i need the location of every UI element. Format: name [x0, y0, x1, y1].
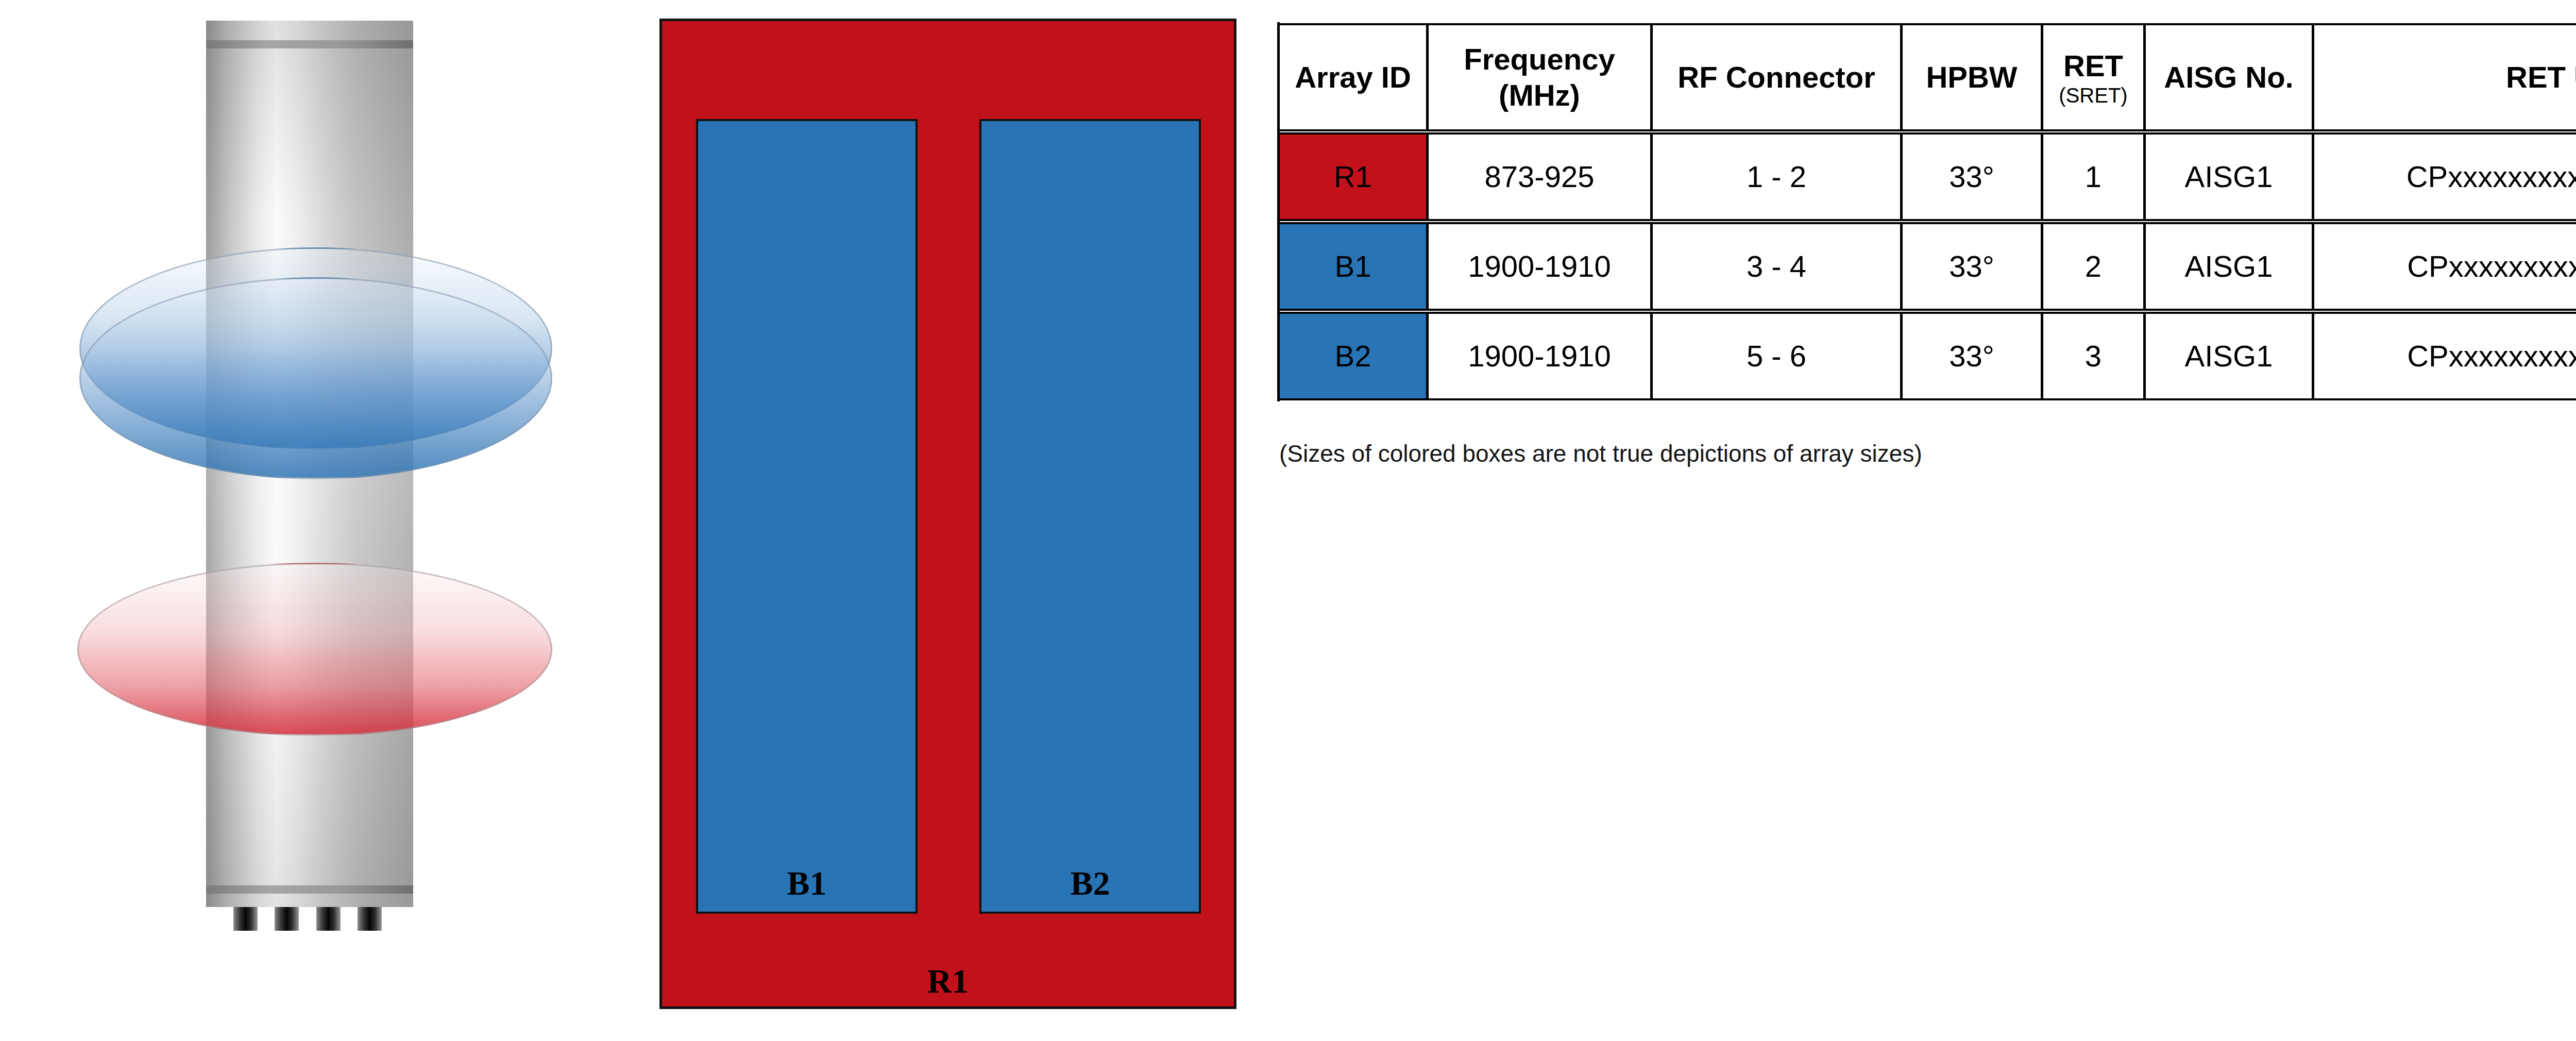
cylinder-bottom-band	[206, 885, 413, 894]
cell-frequency-r1: 873-925	[1429, 132, 1653, 221]
header-hpbw: HPBW	[1903, 23, 2043, 131]
header-frequency-unit: (MHz)	[1429, 77, 1650, 113]
array-b1-box: B1	[696, 119, 918, 914]
cell-hpbw-b1: 33°	[1903, 222, 2043, 311]
header-ret-uid: RET UID	[2314, 23, 2576, 131]
cylinder-top-band	[206, 40, 413, 48]
table-header-row: Array ID Frequency (MHz) RF Connector HP…	[1280, 23, 2576, 131]
header-ret: RET (SRET)	[2043, 23, 2146, 131]
cell-array-id-b2: B2	[1280, 312, 1429, 400]
cell-frequency-b1: 1900-1910	[1429, 222, 1653, 311]
cell-aisg-b2: AISG1	[2146, 312, 2314, 400]
table-row-b2: B2 1900-1910 5 - 6 33° 3 AISG1 CPxxxxxxx…	[1280, 312, 2576, 400]
cell-frequency-b2: 1900-1910	[1429, 312, 1653, 400]
header-rf-connector-label: RF Connector	[1677, 60, 1875, 94]
header-array-id: Array ID	[1280, 23, 1429, 131]
header-aisg-no-label: AISG No.	[2164, 60, 2293, 94]
cell-ret-b2: 3	[2043, 312, 2146, 400]
cell-ret-r1: 1	[2043, 132, 2146, 221]
antenna-connector-pin-3	[316, 907, 341, 931]
cell-rf-connector-r1: 1 - 2	[1653, 132, 1903, 221]
ports-spec-table: Array ID Frequency (MHz) RF Connector HP…	[1277, 22, 2576, 401]
cell-ret-uid-r1: CPxxxxxxxxxxxxxxxxR1	[2314, 132, 2576, 221]
b2-label: B2	[1070, 866, 1110, 912]
cell-array-id-b1: B1	[1280, 222, 1429, 311]
cell-ret-uid-b1: CPxxxxxxxxxxxxxxxxB1	[2314, 222, 2576, 311]
header-frequency-label: Frequency	[1464, 42, 1615, 76]
antenna-spec-page: B1 B2 R1 Array ID Frequency (MHz) RF Con…	[0, 0, 2576, 1041]
table-row-r1: R1 873-925 1 - 2 33° 1 AISG1 CPxxxxxxxxx…	[1280, 132, 2576, 221]
cell-hpbw-b2: 33°	[1903, 312, 2043, 400]
header-frequency: Frequency (MHz)	[1429, 23, 1653, 131]
cell-hpbw-r1: 33°	[1903, 132, 2043, 221]
cell-aisg-b1: AISG1	[2146, 222, 2314, 311]
cell-array-id-r1: R1	[1280, 132, 1429, 221]
header-ret-uid-label: RET UID	[2506, 60, 2576, 94]
red-beam-ellipse	[77, 563, 552, 736]
note-text: (Sizes of colored boxes are not true dep…	[1279, 440, 1922, 467]
cell-aisg-r1: AISG1	[2146, 132, 2314, 221]
b1-label: B1	[787, 866, 826, 912]
array-layout-diagram-r1-box: B1 B2 R1	[659, 19, 1236, 1009]
blue-beam-ellipse-lower	[79, 277, 552, 479]
antenna-connector-pin-2	[275, 907, 299, 931]
header-aisg-no: AISG No.	[2146, 23, 2314, 131]
r1-label-row: R1	[662, 964, 1234, 998]
cell-rf-connector-b2: 5 - 6	[1653, 312, 1903, 400]
antenna-illustration	[0, 0, 644, 1041]
cell-ret-uid-b2: CPxxxxxxxxxxxxxxxxB2	[2314, 312, 2576, 400]
header-hpbw-label: HPBW	[1926, 60, 2017, 94]
cell-rf-connector-b1: 3 - 4	[1653, 222, 1903, 311]
header-array-id-label: Array ID	[1295, 60, 1411, 94]
table-row-b1: B1 1900-1910 3 - 4 33° 2 AISG1 CPxxxxxxx…	[1280, 222, 2576, 311]
header-ret-label: RET	[2063, 49, 2123, 82]
header-ret-sub: (SRET)	[2043, 84, 2143, 107]
header-rf-connector: RF Connector	[1653, 23, 1903, 131]
r1-label: R1	[927, 962, 969, 1000]
antenna-connector-pin-4	[358, 907, 382, 931]
array-b2-box: B2	[979, 119, 1201, 914]
cell-ret-b1: 2	[2043, 222, 2146, 311]
antenna-connector-pin-1	[233, 907, 258, 931]
